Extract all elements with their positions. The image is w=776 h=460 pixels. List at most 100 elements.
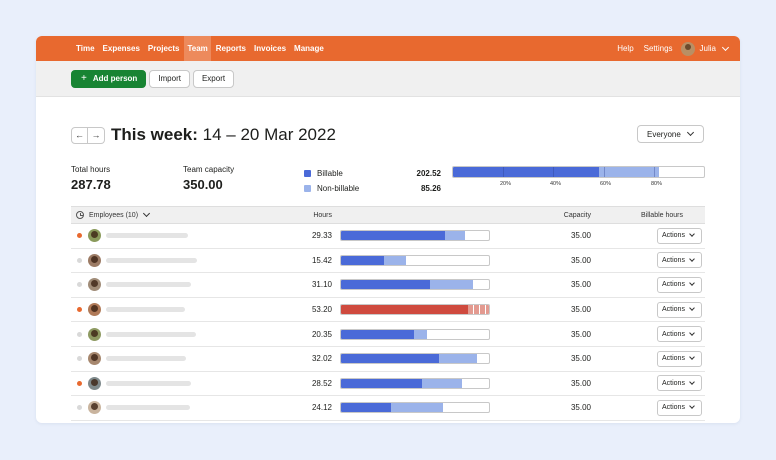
team-capacity-value: 350.00 [183,177,223,192]
capacity-tick [653,167,655,177]
hours-bar [340,377,490,389]
hours-header: Hours [313,211,332,219]
billable-header: Billable hours [640,211,683,219]
employees-sort[interactable]: Employees (10) [76,209,151,219]
chevron-down-icon [686,128,694,137]
everyone-label: Everyone [647,129,681,139]
nonbillable-segment [383,255,407,265]
week-prefix: This week: [111,125,198,144]
arrow-left-icon: ← [75,130,84,140]
hours-bar [340,279,490,291]
actions-label: Actions [662,379,685,387]
chevron-down-icon [689,379,695,385]
actions-button[interactable]: Actions [657,276,702,293]
billable-value: 202.52 [416,169,441,178]
actions-button[interactable]: Actions [657,301,702,318]
billable-segment [341,378,423,388]
team-capacity-bar [452,166,705,178]
billable-segment [341,403,392,413]
nav-help[interactable]: Help [617,44,634,53]
chevron-down-icon [689,280,695,287]
hours-cell: 15.42 [311,255,332,265]
nonbillable-segment [422,378,463,388]
employees-header: Employees (10) [89,211,139,219]
tick-label: 60% [600,181,612,187]
status-dot [77,233,82,239]
employee-name-placeholder [106,331,196,337]
tick-label: 40% [550,181,562,187]
nonbillable-segment [444,231,466,241]
nav-team[interactable]: Team [184,36,211,61]
chevron-down-icon [142,209,151,218]
nonbillable-segment [391,403,444,413]
nav-invoices[interactable]: Invoices [254,44,287,53]
export-button[interactable]: Export [192,69,235,88]
user-menu[interactable]: Julia [680,41,730,56]
nav-reports[interactable]: Reports [215,44,247,53]
employee-name-placeholder [106,405,190,411]
add-person-button[interactable]: + Add person [71,69,147,88]
billable-segment [341,280,430,290]
nav-projects[interactable]: Projects [147,44,180,53]
status-dot [77,257,82,263]
avatar [88,401,101,415]
actions-label: Actions [662,256,685,264]
team-capacity-label: Team capacity [183,165,235,174]
hours-cell: 24.12 [311,403,332,413]
employee-name-placeholder [106,356,186,362]
capacity-cell: 35.00 [570,378,591,388]
actions-button[interactable]: Actions [657,375,702,392]
hours-cell: 29.33 [311,231,332,241]
actions-label: Actions [662,330,685,338]
total-hours-stat: Total hours 287.78 [71,165,111,192]
hours-bar [340,254,490,266]
top-nav: Time Expenses Projects Team Reports Invo… [36,36,740,61]
summary: Total hours 287.78 Team capacity 350.00 … [71,165,705,201]
import-button[interactable]: Import [149,69,190,88]
billable-swatch [304,170,311,177]
employees-table: Employees (10) Hours Capacity Billable h… [71,206,705,421]
capacity-cell: 35.00 [570,231,591,241]
nav-time[interactable]: Time [76,44,95,53]
actions-label: Actions [662,404,685,412]
chevron-down-icon [721,43,730,51]
billable-label: Billable [317,169,343,178]
legend-billable: Billable 202.52 [304,166,441,181]
nav-manage[interactable]: Manage [294,44,324,53]
status-dot [77,380,82,386]
actions-button[interactable]: Actions [657,252,702,269]
capacity-cell: 35.00 [570,255,591,265]
actions-button[interactable]: Actions [657,350,702,367]
actions-button[interactable]: Actions [657,326,702,343]
hours-legend: Billable 202.52 Non-billable 85.26 [304,166,441,196]
next-week-button[interactable]: → [88,126,105,144]
status-dot [77,331,82,337]
capacity-tick [553,167,555,177]
nav-expenses[interactable]: Expenses [102,44,140,53]
hours-cell: 31.10 [311,280,332,290]
actions-label: Actions [662,232,685,240]
actions-label: Actions [662,281,685,289]
employee-name-placeholder [106,307,185,313]
nav-settings[interactable]: Settings [643,44,673,53]
actions-button[interactable]: Actions [657,227,702,244]
actions-button[interactable]: Actions [657,399,702,416]
total-hours-label: Total hours [71,165,111,174]
status-dot [77,405,82,411]
actions-label: Actions [662,355,685,363]
everyone-filter[interactable]: Everyone [637,125,704,143]
toolbar: + Add person Import Export [36,61,740,97]
employee-name-placeholder [106,257,197,263]
capacity-cell: 35.00 [570,280,591,290]
billable-segment [341,255,384,265]
legend-nonbillable: Non-billable 85.26 [304,181,441,196]
previous-week-button[interactable]: ← [71,126,88,144]
capacity-tick [503,167,505,177]
user-name: Julia [699,44,716,53]
